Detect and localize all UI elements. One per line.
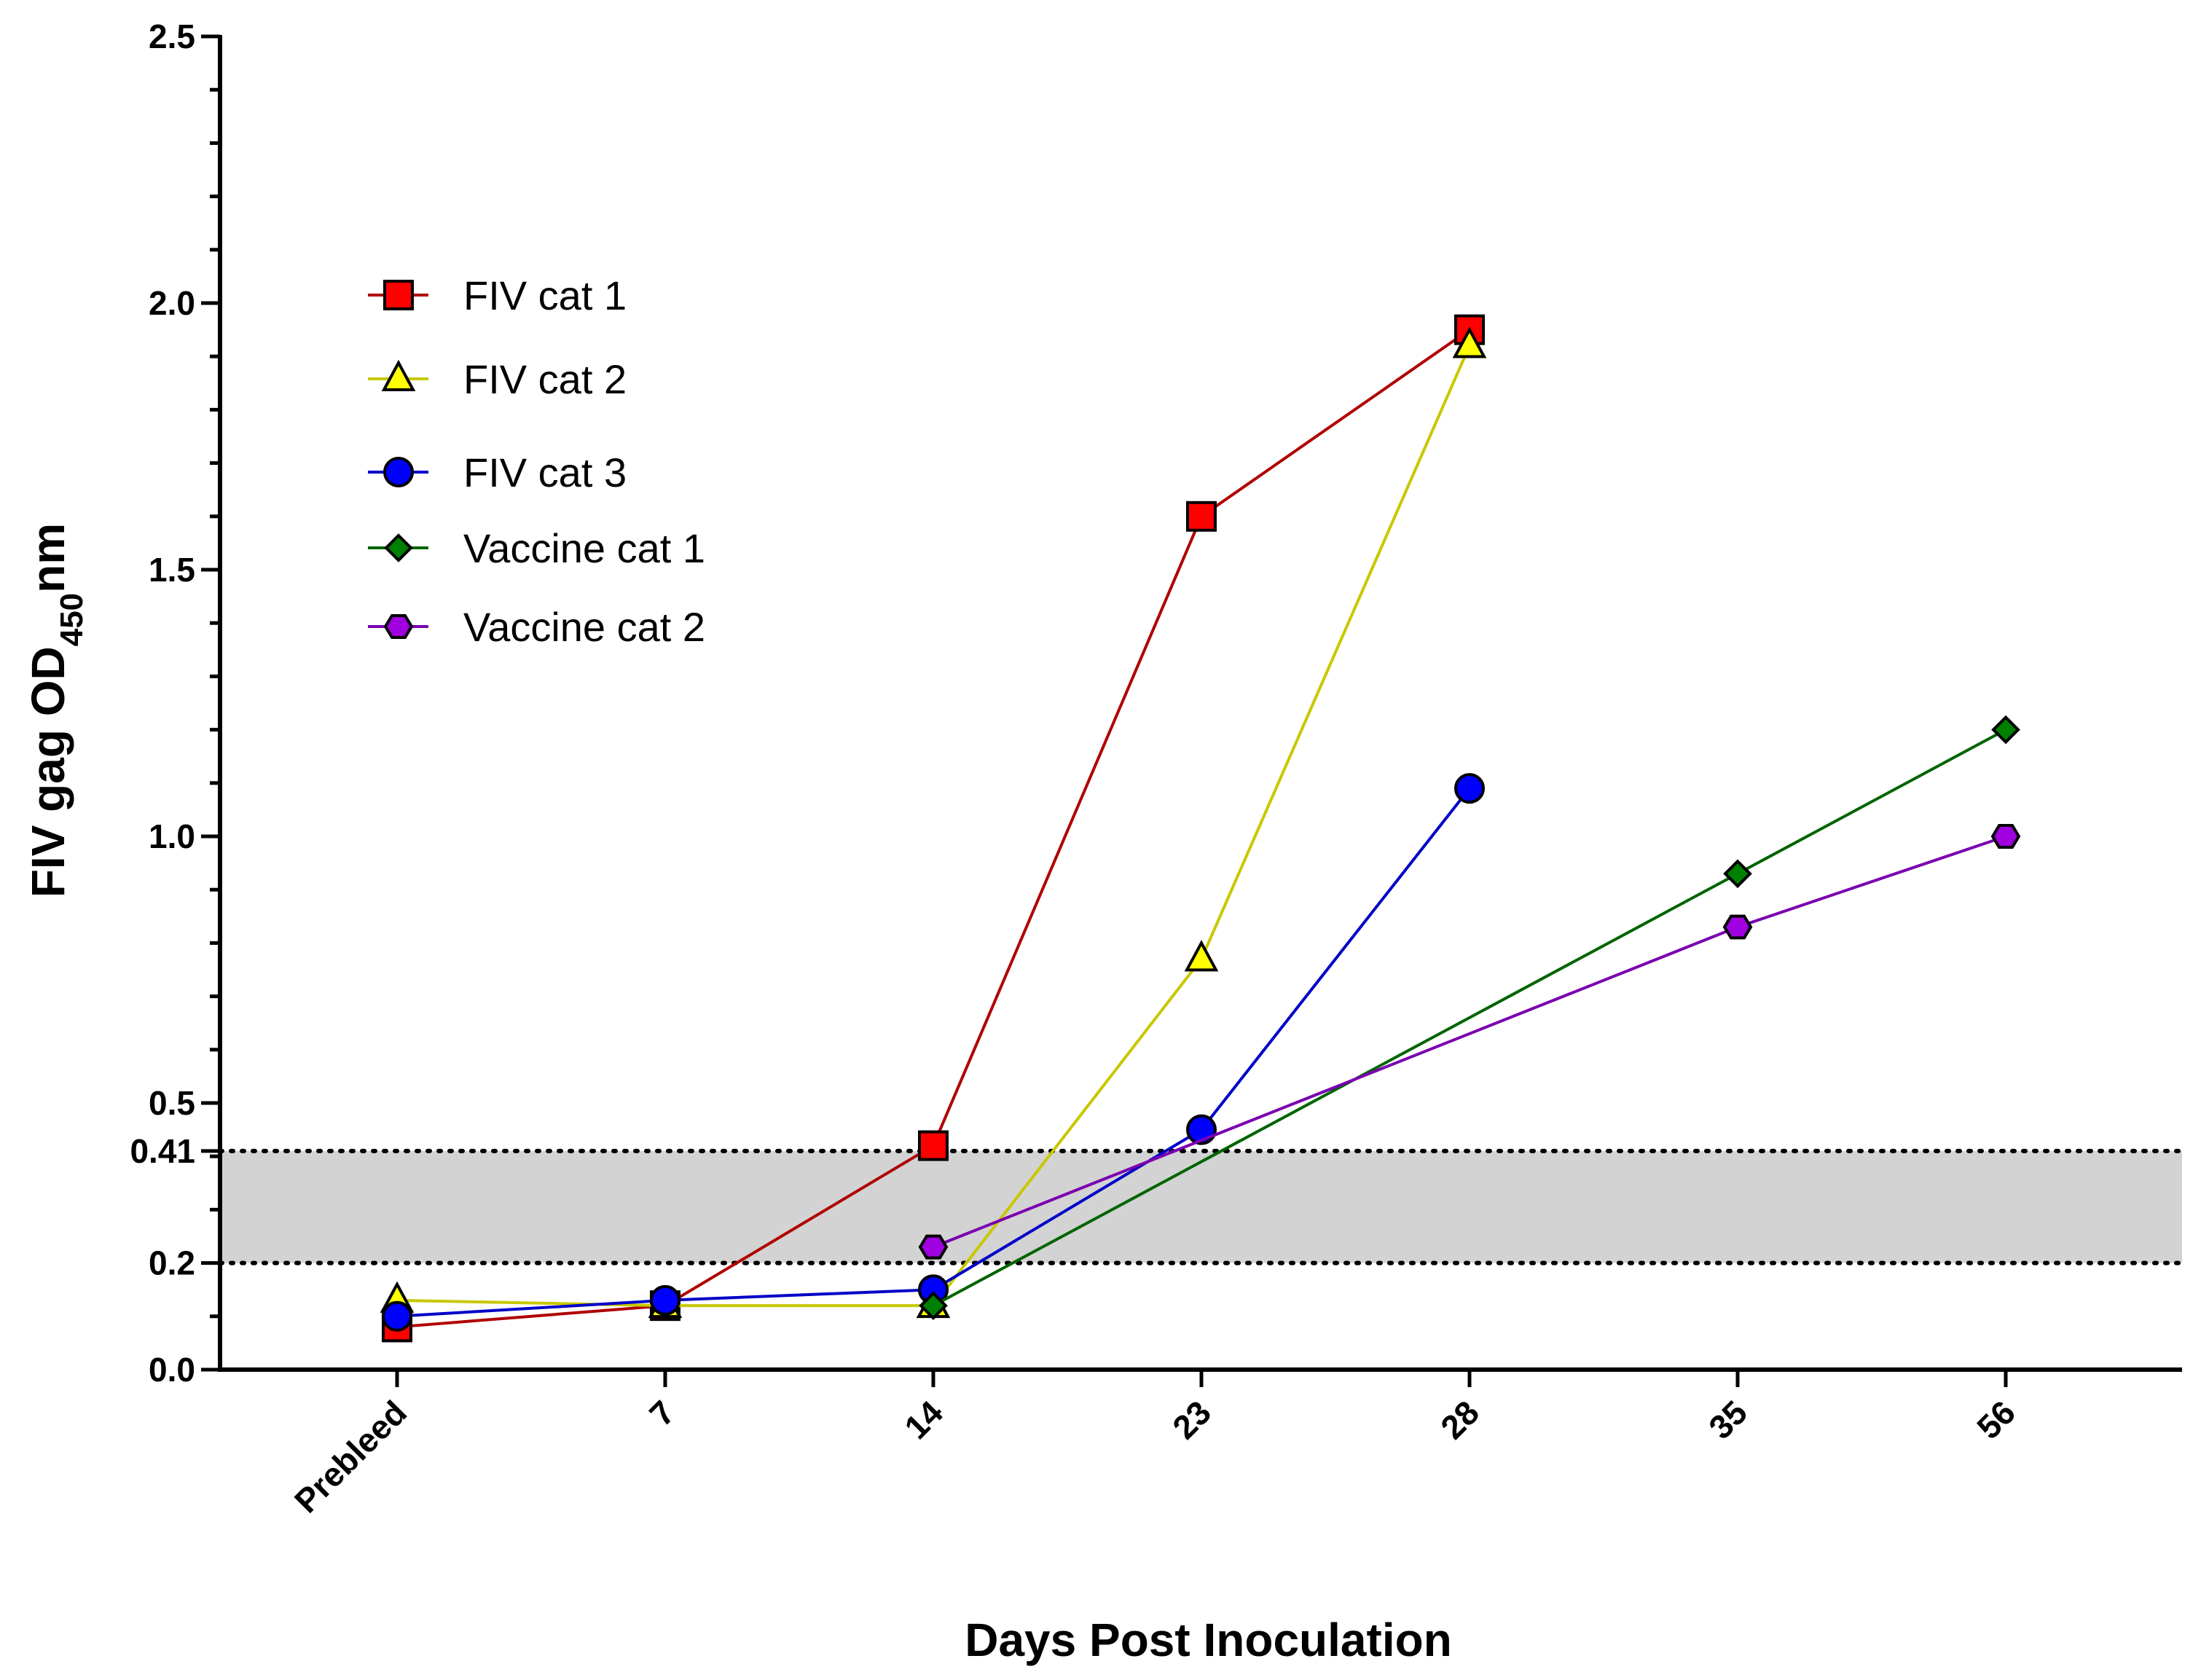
data-point — [1723, 859, 1752, 889]
y-tick-label: 1.5 — [149, 551, 195, 589]
data-point — [1990, 824, 2021, 849]
legend-label: Vaccine cat 1 — [463, 525, 705, 571]
x-tick-label: 7 — [642, 1393, 682, 1433]
x-tick-label: Prebleed — [287, 1393, 414, 1520]
x-axis-title: Days Post Inoculation — [965, 1614, 1452, 1666]
y-tick-label: 0.2 — [149, 1244, 195, 1282]
x-tick-label: 14 — [897, 1393, 950, 1446]
data-point — [382, 1300, 412, 1332]
legend: FIV cat 1 FIV cat 2 FIV cat 3 Vaccine cat 1… — [368, 272, 705, 650]
data-point — [919, 1291, 948, 1320]
data-point — [918, 1130, 949, 1161]
y-axis-title-subscript: 450 — [54, 593, 90, 646]
y-tick-label: 1.0 — [149, 817, 195, 855]
y-tick-label: 0.5 — [149, 1084, 195, 1122]
legend-label: FIV cat 3 — [463, 450, 627, 495]
legend-label: FIV cat 2 — [463, 356, 627, 402]
y-tick-label: 2.0 — [149, 284, 195, 322]
threshold-band — [220, 1150, 2182, 1263]
legend-marker — [384, 533, 413, 562]
data-point — [918, 1234, 949, 1260]
legend-label: FIV cat 1 — [463, 272, 627, 318]
data-point — [1452, 326, 1487, 358]
legend-label: Vaccine cat 2 — [463, 604, 705, 650]
x-tick-label: 56 — [1969, 1393, 2023, 1446]
y-axis-title-main: FIV gag OD — [22, 646, 74, 898]
y-axis-title-suffix: nm — [22, 523, 74, 593]
x-tick-label: 23 — [1165, 1393, 1218, 1446]
series-layer — [380, 314, 2021, 1343]
x-tick-label: 28 — [1433, 1393, 1486, 1446]
x-axis-ticks: Prebleed 7 14 23 28 35 56 — [287, 1370, 2023, 1520]
y-tick-label: 0.41 — [130, 1132, 195, 1170]
series-fiv-cat-3 — [382, 773, 1485, 1332]
y-tick-label: 0.0 — [149, 1351, 195, 1389]
series-vaccine-cat-2 — [918, 824, 2021, 1260]
x-tick-label: 35 — [1701, 1393, 1754, 1446]
legend-marker — [383, 614, 414, 639]
data-point — [1184, 940, 1219, 972]
data-point — [1722, 914, 1753, 940]
legend-marker — [383, 280, 414, 310]
series-vaccine-cat-1 — [919, 715, 2020, 1320]
data-point — [1991, 715, 2020, 745]
legend-marker — [381, 359, 416, 391]
data-point — [1186, 501, 1217, 532]
y-tick-label: 2.5 — [149, 17, 195, 55]
data-point — [650, 1284, 680, 1316]
data-point — [1454, 773, 1485, 804]
y-axis-title: FIV gag OD450nm — [22, 523, 90, 898]
legend-marker — [383, 457, 414, 487]
y-axis-ticks: 0.0 0.2 0.41 0.5 1.0 1.5 2.0 2.5 — [130, 17, 220, 1389]
